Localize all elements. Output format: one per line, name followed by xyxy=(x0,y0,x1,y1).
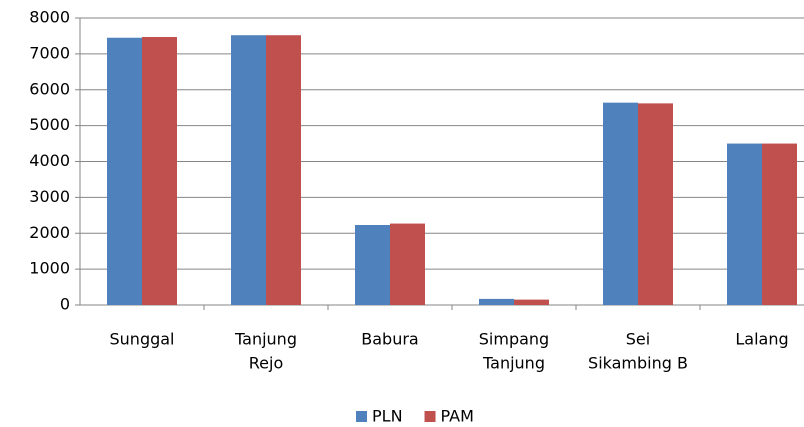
y-tick-label: 8000 xyxy=(29,8,70,27)
bar xyxy=(231,35,266,305)
bar xyxy=(355,224,390,305)
x-tick-label: Sei xyxy=(626,330,650,349)
bar xyxy=(603,102,638,305)
x-tick-label: Sunggal xyxy=(110,330,175,349)
x-tick-label: Sikambing B xyxy=(588,354,688,373)
bar xyxy=(390,223,425,305)
y-tick-label: 6000 xyxy=(29,79,70,98)
bar xyxy=(266,35,301,305)
x-tick-label: Babura xyxy=(361,330,418,349)
legend-swatch xyxy=(356,411,367,422)
legend-label: PLN xyxy=(372,407,403,426)
y-tick-label: 4000 xyxy=(29,151,70,170)
y-tick-label: 0 xyxy=(60,295,70,314)
x-tick-label: Tanjung xyxy=(482,354,545,373)
bar xyxy=(762,143,797,305)
bar xyxy=(107,37,142,305)
bar xyxy=(514,299,549,305)
bar xyxy=(638,103,673,305)
y-tick-label: 2000 xyxy=(29,223,70,242)
x-tick-label: Rejo xyxy=(249,354,283,373)
y-tick-label: 1000 xyxy=(29,259,70,278)
x-tick-label: Lalang xyxy=(735,330,788,349)
x-tick-label: Simpang xyxy=(479,330,549,349)
legend-label: PAM xyxy=(441,407,474,426)
y-tick-label: 5000 xyxy=(29,115,70,134)
bar xyxy=(727,143,762,305)
y-tick-label: 7000 xyxy=(29,43,70,62)
legend-swatch xyxy=(424,411,436,422)
bar xyxy=(142,37,177,306)
y-tick-label: 3000 xyxy=(29,187,70,206)
x-tick-label: Tanjung xyxy=(234,330,297,349)
bar xyxy=(479,298,514,305)
